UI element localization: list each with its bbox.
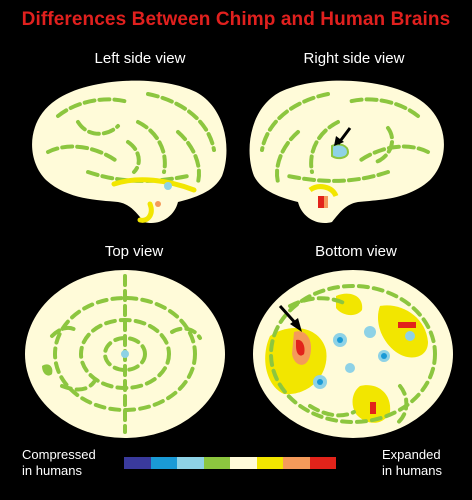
scale-swatch-4 <box>203 457 230 469</box>
compressed-label-line1: Compressed <box>22 447 96 462</box>
color-scale-bar <box>124 457 336 469</box>
scale-swatch-8 <box>309 457 336 469</box>
expanded-label-line1: Expanded <box>382 447 441 462</box>
scale-swatch-2 <box>150 457 177 469</box>
top-view-brain <box>25 270 225 438</box>
expanded-label: Expanded in humans <box>382 447 442 479</box>
right-side-brain <box>249 80 444 224</box>
left-side-view-label: Left side view <box>94 50 186 67</box>
figure-title: Differences Between Chimp and Human Brai… <box>21 9 451 30</box>
scale-swatch-1 <box>124 457 151 469</box>
right-side-view-label: Right side view <box>303 50 405 67</box>
bottom-view-label: Bottom view <box>315 243 397 260</box>
left-side-brain <box>32 80 227 224</box>
compressed-label-line2: in humans <box>22 463 82 478</box>
bottom-view-brain <box>253 270 453 438</box>
compressed-label: Compressed in humans <box>22 447 96 479</box>
expanded-label-line2: in humans <box>382 463 442 478</box>
scale-swatch-7 <box>283 457 310 469</box>
scale-swatch-3 <box>177 457 204 469</box>
top-view-label: Top view <box>104 243 164 260</box>
scale-swatch-5 <box>230 457 257 469</box>
scale-swatch-6 <box>256 457 283 469</box>
